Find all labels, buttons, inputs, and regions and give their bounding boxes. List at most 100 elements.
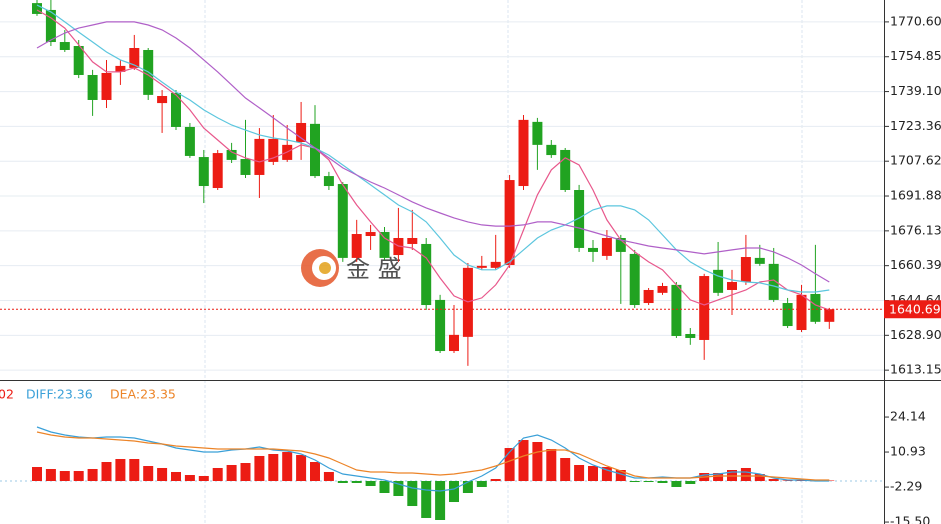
candle-body xyxy=(421,243,432,306)
candle-body xyxy=(740,257,751,283)
candle-body xyxy=(671,284,682,336)
macd-bar xyxy=(282,452,293,482)
candle-body xyxy=(129,47,140,68)
macd-bar xyxy=(782,480,793,482)
candle-body xyxy=(365,232,376,237)
macd-bar xyxy=(59,471,70,482)
macd-bar xyxy=(754,474,765,482)
macd-bar xyxy=(198,475,209,482)
candle-body xyxy=(240,159,251,175)
candle-body xyxy=(810,293,821,322)
candle-body xyxy=(296,122,307,143)
macd-bar xyxy=(379,481,390,494)
macd-bar xyxy=(101,462,112,482)
candle-body xyxy=(198,157,209,187)
candle-body xyxy=(157,95,168,104)
macd-bar xyxy=(226,464,237,482)
y-tick-label: 1691.88 xyxy=(890,188,941,203)
candle-body xyxy=(518,119,529,187)
vertical-grid xyxy=(204,0,803,524)
macd-bar xyxy=(768,479,779,482)
axis-layer: 1770.60 1754.85 1739.10 1723.36 1707.62 1691.… xyxy=(884,13,941,524)
dea-label: DEA:23.35 xyxy=(110,387,176,402)
macd-bar xyxy=(45,468,56,482)
macd-bar xyxy=(296,455,307,482)
candle-body xyxy=(532,121,543,145)
y-tick-label: -15.50 xyxy=(890,514,930,524)
macd-bar xyxy=(212,467,223,482)
macd-bar xyxy=(629,481,640,483)
candle-body xyxy=(504,180,515,265)
macd-bar xyxy=(740,467,751,482)
macd-bar xyxy=(657,481,668,483)
macd-bar xyxy=(254,455,265,482)
candle-body xyxy=(323,176,334,187)
last-price-label: 1640.69 xyxy=(889,302,941,317)
macd-bar xyxy=(407,481,418,507)
macd-bar xyxy=(323,471,334,482)
candle-body xyxy=(713,269,724,293)
y-tick-label: 10.93 xyxy=(890,444,926,459)
candle-body xyxy=(560,149,571,190)
macd-bar xyxy=(615,470,626,482)
macd-bar xyxy=(643,481,654,483)
y-tick-label: 1707.62 xyxy=(890,153,941,168)
macd-bar xyxy=(449,481,459,503)
candle-body xyxy=(407,237,418,244)
candle-body xyxy=(601,237,612,256)
macd-bar xyxy=(588,466,598,482)
candle-body xyxy=(824,309,835,322)
candle-body xyxy=(588,247,598,252)
candle-body xyxy=(727,282,737,290)
line-series xyxy=(36,21,830,283)
macd-bar xyxy=(171,471,181,482)
candle-body xyxy=(643,289,654,304)
candle-body xyxy=(226,149,237,160)
y-tick-label: 1739.10 xyxy=(890,83,941,98)
macd-bar xyxy=(713,472,724,482)
candle-body xyxy=(782,303,793,327)
candle-body xyxy=(490,261,501,268)
macd-bar xyxy=(421,481,432,518)
candle-body xyxy=(73,46,84,75)
y-tick-label: 1676.13 xyxy=(890,222,941,237)
candle-body xyxy=(268,138,279,162)
candle-body xyxy=(449,334,459,352)
macd-bar xyxy=(240,463,251,482)
y-tick-label: 1770.60 xyxy=(890,13,941,28)
last-price-tag xyxy=(884,300,941,319)
macd-bar xyxy=(393,481,404,496)
macd-bar xyxy=(337,481,348,483)
watermark: 金 盛 xyxy=(301,249,402,287)
candle-body xyxy=(59,42,70,50)
line-series xyxy=(36,9,830,311)
candle-body xyxy=(101,72,112,100)
candle-body xyxy=(212,153,223,189)
candle-body xyxy=(685,333,696,338)
macd-bar xyxy=(462,481,473,494)
macd-bar xyxy=(143,466,154,482)
candle-body xyxy=(657,285,668,293)
candle-body xyxy=(310,123,320,177)
macd-bar xyxy=(504,448,515,482)
candle-body xyxy=(546,144,557,156)
line-series xyxy=(36,4,830,293)
macd-bar xyxy=(685,481,696,484)
candle-body xyxy=(379,232,390,258)
macd-bar xyxy=(351,481,362,483)
macd-bar xyxy=(671,481,682,487)
y-tick-label: -2.29 xyxy=(890,479,922,494)
candle-body xyxy=(87,74,98,100)
macd-bar xyxy=(32,467,42,482)
candle-body xyxy=(629,253,640,306)
price-plot xyxy=(0,0,884,366)
line-series xyxy=(36,431,830,481)
macd-bar xyxy=(490,479,501,482)
candle-body xyxy=(351,234,362,258)
candle-body xyxy=(171,92,181,127)
macd-bar xyxy=(115,459,126,482)
macd-bar xyxy=(157,467,168,482)
macd-bar xyxy=(129,459,140,482)
y-tick-label: 24.14 xyxy=(890,409,926,424)
